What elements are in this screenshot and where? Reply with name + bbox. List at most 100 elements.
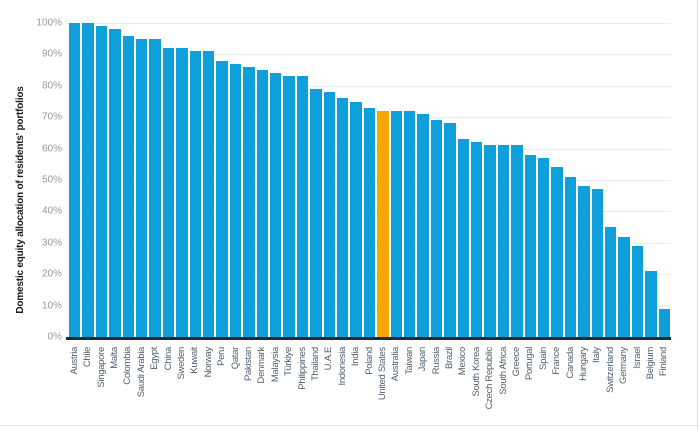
bar-israel (631, 245, 644, 337)
bar-japan (417, 114, 429, 337)
bar-malta (109, 29, 121, 337)
y-tick-label-50: 50% (41, 174, 62, 186)
y-tick-label-70: 70% (41, 111, 62, 123)
x-tick-label-south-africa: South Africa (497, 347, 509, 395)
x-tick-label-czech-republic: Czech Republic (484, 347, 496, 410)
bar-italy (591, 189, 603, 337)
x-tick-label-italy: Italy (591, 347, 603, 363)
x-tick-label-poland: Poland (363, 347, 375, 375)
x-tick-label-austria: Austria (68, 347, 80, 375)
x-tick-label-finland: Finland (658, 347, 670, 377)
x-tick-label-france: France (551, 347, 563, 375)
bar-south-africa (497, 145, 510, 337)
bar-chile (82, 23, 94, 337)
bar-indonesia (337, 98, 349, 337)
bar-poland (363, 107, 376, 337)
gridline-100 (68, 23, 671, 24)
x-tick-label-malaysia: Malaysia (269, 347, 281, 383)
bar-u-a-e (323, 92, 335, 337)
x-tick-label-brazil: Brazil (443, 347, 455, 369)
x-tick-label-china: China (162, 347, 174, 371)
x-tick-label-egypt: Egypt (149, 347, 161, 370)
x-tick-label-kuwait: Kuwait (189, 347, 201, 374)
x-tick-label-singapore: Singapore (95, 347, 107, 388)
x-tick-label-malta: Malta (108, 347, 120, 369)
x-tick-label-norway: Norway (202, 347, 214, 378)
x-tick-label-taiwan: Taiwan (403, 347, 415, 375)
bar-switzerland (605, 227, 617, 337)
bar-kuwait (189, 51, 201, 337)
x-tick-label-denmark: Denmark (256, 347, 268, 384)
bar-canada (564, 176, 577, 337)
bar-united-states (377, 110, 389, 337)
bar-spain (538, 158, 550, 337)
bar-russia (430, 120, 443, 337)
bar-france (551, 167, 563, 337)
x-tick-label-hungary: Hungary (577, 347, 589, 381)
x-tick-label-chile: Chile (82, 347, 94, 368)
bar-india (350, 101, 362, 337)
bar-peru (216, 60, 228, 337)
y-tick-label-80: 80% (41, 80, 62, 92)
y-tick-label-100: 100% (36, 17, 62, 29)
y-tick-label-60: 60% (41, 143, 62, 155)
x-tick-label-israel: Israel (631, 347, 643, 369)
y-tick-label-0: 0% (47, 331, 62, 343)
x-tick-label-india: India (350, 347, 362, 367)
bar-czech-republic (484, 145, 496, 337)
y-axis-title: Domestic equity allocation of residents'… (15, 86, 26, 314)
x-tick-label-peru: Peru (216, 347, 228, 366)
x-tick-label-colombia: Colombia (122, 347, 134, 385)
bar-hungary (578, 186, 590, 337)
y-tick-label-30: 30% (41, 237, 62, 249)
x-tick-label-australia: Australia (390, 347, 402, 382)
bar-taiwan (404, 110, 416, 337)
bottom-divider-line (0, 425, 700, 426)
x-tick-label-greece: Greece (510, 347, 522, 377)
bar-qatar (229, 63, 242, 337)
bar-belgium (645, 271, 657, 337)
bar-portugal (524, 154, 536, 337)
bar-mexico (457, 139, 469, 337)
x-tick-label-japan: Japan (417, 347, 429, 372)
x-tick-label-united-states: United States (376, 347, 388, 401)
gridline-90 (68, 54, 671, 56)
x-tick-label-saudi-arabia: Saudi Arabia (135, 347, 147, 398)
bar-norway (203, 51, 215, 337)
bar-greece (511, 145, 523, 337)
x-tick-label-indonesia: Indonesia (336, 347, 348, 386)
gridline-80 (68, 85, 671, 87)
x-tick-label-spain: Spain (537, 347, 549, 370)
y-tick-label-40: 40% (41, 205, 62, 217)
x-tick-label-sweden: Sweden (175, 347, 187, 380)
bar-brazil (444, 123, 456, 337)
x-tick-label-thailand: Thailand (309, 347, 321, 382)
bar-germany (618, 236, 630, 337)
x-axis-line (66, 337, 671, 340)
x-tick-label-russia: Russia (430, 347, 442, 375)
bar-pakistan (243, 66, 255, 337)
x-tick-label-switzerland: Switzerland (604, 347, 616, 393)
x-tick-label-canada: Canada (564, 347, 576, 379)
bar-denmark (256, 70, 268, 337)
bar-china (162, 48, 175, 337)
x-tick-label-qatar: Qatar (229, 347, 241, 370)
bar-thailand (310, 88, 322, 337)
bar-south-korea (471, 142, 483, 337)
bar-saudi-arabia (136, 38, 148, 337)
x-tick-label-mexico: Mexico (457, 347, 469, 376)
right-edge-line (697, 0, 698, 430)
y-tick-label-20: 20% (41, 268, 62, 280)
x-tick-label-belgium: Belgium (644, 347, 656, 380)
x-tick-label-t-rkiye: Türkiye (283, 347, 295, 377)
bar-austria (69, 23, 81, 337)
y-tick-label-10: 10% (41, 300, 62, 312)
x-tick-label-germany: Germany (618, 347, 630, 384)
bar-t-rkiye (283, 76, 295, 337)
x-tick-label-u-a-e: U.A.E (323, 347, 335, 371)
bar-finland (658, 308, 670, 337)
bar-malaysia (270, 73, 282, 337)
bar-sweden (176, 48, 188, 337)
y-tick-label-90: 90% (41, 48, 62, 60)
